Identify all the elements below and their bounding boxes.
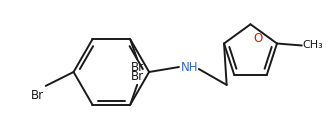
Text: CH₃: CH₃: [303, 40, 324, 51]
Text: Br: Br: [131, 70, 144, 83]
Text: NH: NH: [181, 60, 198, 74]
Text: Br: Br: [31, 89, 44, 102]
Text: Br: Br: [131, 61, 144, 74]
Text: O: O: [254, 32, 263, 45]
